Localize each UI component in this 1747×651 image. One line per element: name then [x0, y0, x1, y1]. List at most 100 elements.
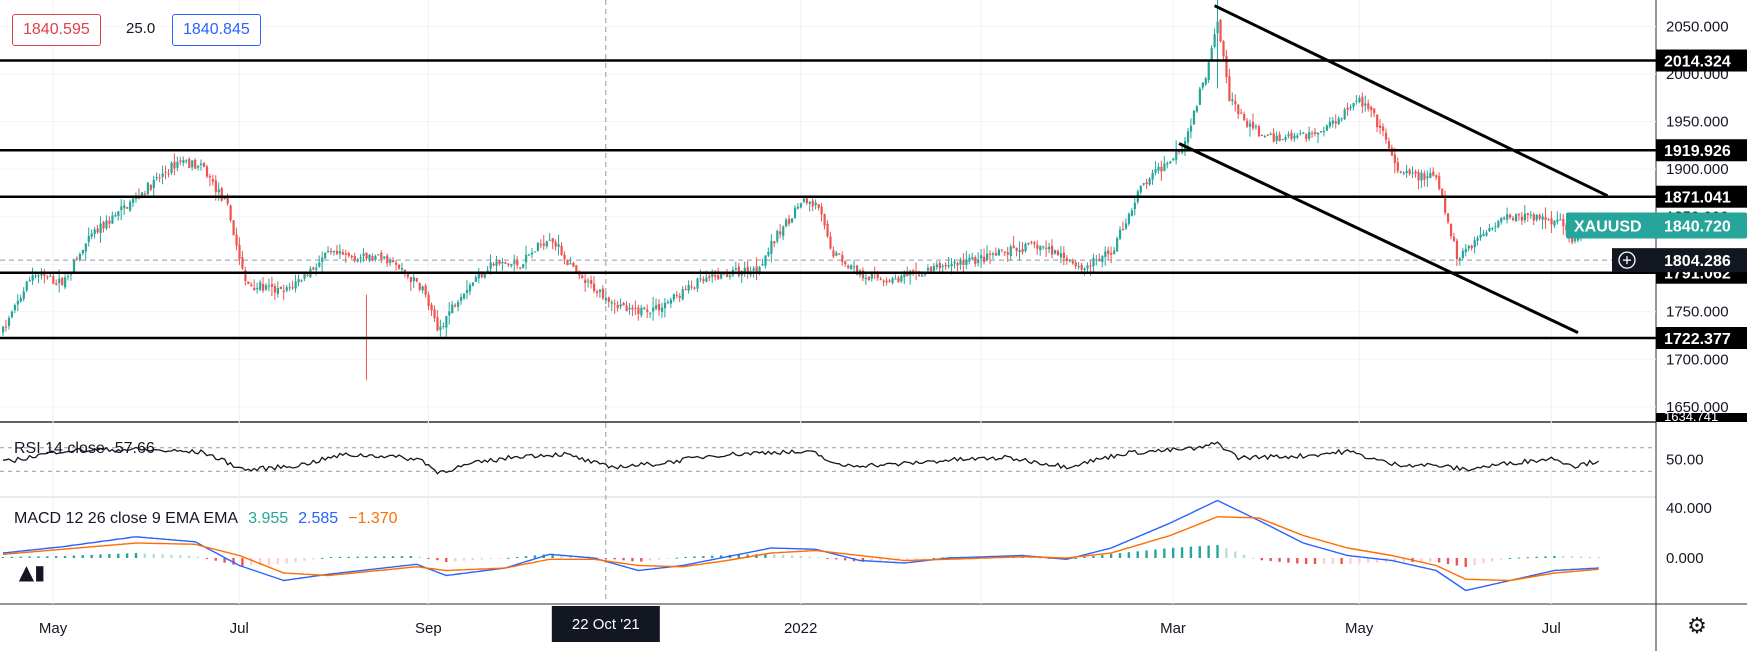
candle-down: [1051, 245, 1054, 255]
candle-down: [539, 244, 543, 246]
candle-up: [785, 219, 788, 227]
candle-up: [1213, 34, 1216, 47]
candle-down: [805, 198, 808, 204]
macd-legend[interactable]: MACD 12 26 close 9 EMA EMA 3.955 2.585 −1.3…: [14, 510, 398, 528]
macd-histogram-bar: [666, 558, 670, 559]
macd-histogram-bar: [1570, 556, 1574, 558]
candle-up: [776, 231, 779, 242]
candle-up: [1287, 134, 1290, 137]
macd-histogram-bar: [719, 555, 723, 558]
macd-histogram-bar: [648, 558, 652, 561]
macd-histogram-bar: [906, 558, 909, 560]
macd-histogram-bar: [1127, 552, 1131, 558]
candle-up: [959, 259, 962, 265]
candle-up: [362, 253, 365, 256]
price-axis-label: 1650.000: [1666, 399, 1729, 416]
candle-up: [501, 261, 504, 264]
level-price-label: 1634.741: [1664, 409, 1718, 424]
candle-up: [1420, 172, 1423, 181]
macd-histogram-bar: [1508, 558, 1512, 559]
candle-down: [1071, 261, 1074, 264]
candle-down: [1509, 215, 1512, 218]
macd-histogram-bar: [1446, 558, 1450, 564]
candle-up: [1429, 172, 1432, 178]
candle-down: [1121, 228, 1125, 231]
candle-up: [1559, 219, 1562, 221]
candle-up: [640, 307, 643, 316]
candle-down: [220, 188, 223, 201]
gear-icon[interactable]: ⚙: [1687, 613, 1707, 639]
candle-down: [1384, 132, 1388, 140]
macd-histogram-bar: [81, 555, 84, 558]
candle-up: [114, 215, 117, 217]
macd-histogram-bar: [551, 554, 554, 558]
candle-down: [918, 274, 921, 277]
level-price-label: 1871.041: [1664, 190, 1731, 207]
macd-histogram-bar: [374, 556, 377, 558]
macd-histogram-bar: [790, 555, 794, 558]
candle-up: [1116, 238, 1119, 252]
candle-up: [510, 263, 513, 266]
price-axis-label: 1900.000: [1666, 161, 1729, 178]
candle-up: [489, 262, 492, 269]
candle-up: [672, 294, 675, 300]
candle-up: [13, 305, 17, 311]
tradingview-logo-icon[interactable]: ▲▮: [18, 560, 46, 584]
candle-down: [708, 276, 711, 278]
candle-down: [1225, 55, 1228, 78]
macd-histogram-bar: [205, 558, 209, 559]
candle-down: [1390, 147, 1394, 156]
candle-down: [96, 228, 99, 233]
candle-up: [808, 202, 811, 204]
macd-histogram-bar: [1526, 557, 1529, 559]
level-price-label: 2014.324: [1664, 54, 1731, 71]
level-price-tag: [1656, 327, 1747, 350]
candle-down: [173, 161, 176, 169]
macd-histogram-bar: [28, 556, 31, 558]
bid-price-box[interactable]: 1840.595: [12, 14, 101, 46]
macd-histogram-bar: [418, 556, 421, 558]
macd-histogram-bar: [285, 558, 288, 564]
candle-down: [158, 177, 161, 179]
candle-down: [492, 263, 495, 266]
macd-axis-label: 40.000: [1666, 500, 1712, 517]
macd-histogram-bar: [1163, 548, 1166, 558]
candle-up: [10, 311, 14, 318]
candle-up: [734, 268, 738, 270]
macd-histogram-bar: [507, 557, 510, 559]
candle-up: [1118, 229, 1122, 239]
candle-down: [1346, 107, 1349, 111]
macd-histogram-bar: [1154, 549, 1157, 558]
candle-down: [1417, 172, 1420, 181]
candle-down: [1062, 252, 1066, 259]
candle-up: [1195, 106, 1199, 112]
candle-up: [752, 268, 755, 271]
macd-histogram-bar: [1499, 558, 1503, 560]
ask-price-box[interactable]: 1840.845: [172, 14, 261, 46]
candle-down: [693, 287, 696, 289]
macd-histogram-bar: [914, 558, 918, 560]
candle-up: [93, 229, 96, 234]
candle-down: [291, 287, 294, 289]
candle-up: [285, 287, 288, 291]
macd-histogram-bar: [480, 558, 483, 560]
candle-down: [1260, 135, 1264, 137]
rsi-legend[interactable]: RSI 14 close 57.66: [14, 440, 155, 458]
candle-up: [1541, 216, 1544, 220]
signal-line: [2, 516, 1599, 582]
candle-down: [235, 234, 238, 246]
macd-histogram-bar: [675, 557, 678, 559]
candle-down: [1455, 240, 1459, 259]
candle-up: [1018, 250, 1021, 253]
candle-down: [1396, 162, 1399, 172]
candle-down: [229, 205, 232, 221]
macd-histogram-bar: [1278, 558, 1281, 562]
candle-up: [1284, 137, 1287, 140]
candle-down: [717, 275, 720, 280]
candle-up: [587, 280, 590, 282]
candle-up: [368, 254, 371, 261]
candle-up: [1113, 250, 1116, 254]
candle-up: [129, 201, 132, 211]
candle-down: [1006, 252, 1009, 255]
